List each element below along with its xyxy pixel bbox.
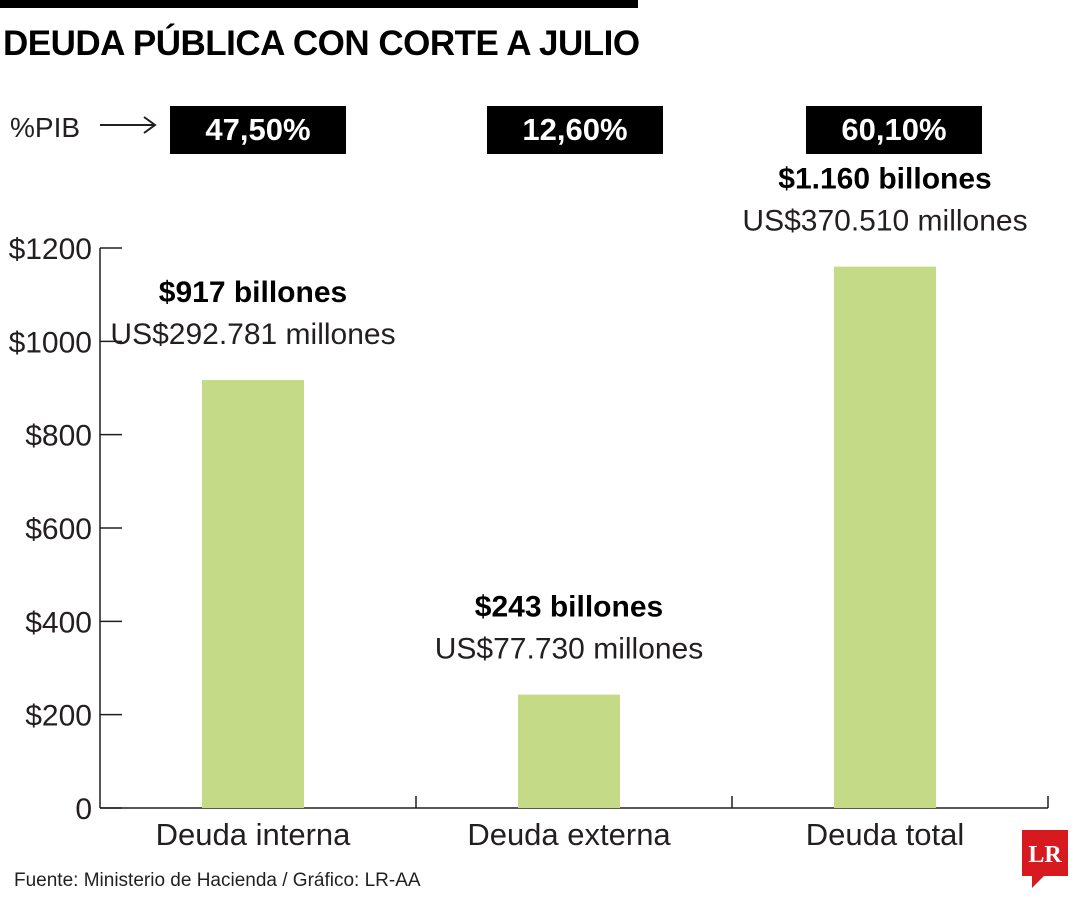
data-label: $917 billones <box>159 276 347 309</box>
bar <box>834 266 936 809</box>
bar <box>202 380 304 808</box>
y-tick-label: $1000 <box>9 326 92 359</box>
x-category-label: Deuda externa <box>467 817 671 852</box>
y-tick-label: $400 <box>25 606 92 639</box>
y-tick-label: $600 <box>25 513 92 546</box>
y-tick-label: 0 <box>75 793 92 826</box>
top-rule <box>0 0 638 8</box>
y-tick-label: $200 <box>25 700 92 733</box>
pib-value-total: 60,10% <box>806 106 982 154</box>
pib-label: %PIB <box>10 112 81 143</box>
usd-label: US$77.730 millones <box>435 633 704 666</box>
x-category-label: Deuda total <box>806 817 965 852</box>
source-note: Fuente: Ministerio de Hacienda / Gráfico… <box>14 870 421 891</box>
usd-label: US$292.781 millones <box>110 318 395 351</box>
data-label: $1.160 billones <box>778 163 991 196</box>
y-tick-label: $1200 <box>9 233 92 266</box>
svg-text:LR: LR <box>1028 842 1062 868</box>
pib-value-externa: 12,60% <box>487 106 663 154</box>
chart-title: DEUDA PÚBLICA CON CORTE A JULIO <box>3 24 640 63</box>
y-tick-label: $800 <box>25 420 92 453</box>
usd-label: US$370.510 millones <box>742 205 1027 238</box>
pib-value-interna: 47,50% <box>170 106 346 154</box>
lr-logo: LR <box>1022 830 1068 888</box>
arrow-right-icon <box>100 116 157 134</box>
bar <box>518 694 620 808</box>
data-label: $243 billones <box>475 591 663 624</box>
x-category-label: Deuda interna <box>156 817 352 852</box>
